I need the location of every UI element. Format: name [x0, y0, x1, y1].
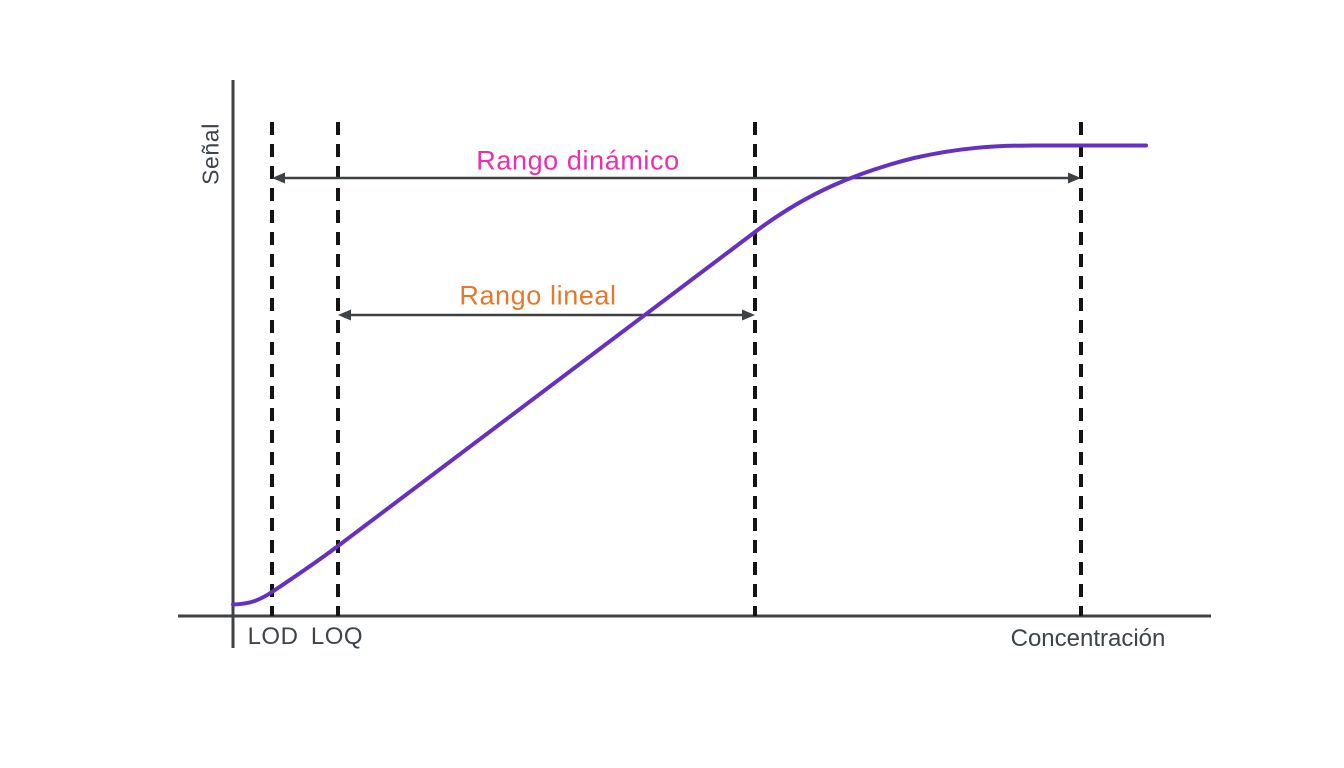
- loq-tick-label: LOQ: [310, 623, 364, 650]
- linear-range-label: Rango lineal: [459, 280, 617, 311]
- dynamic-range-arrowhead-right: [1068, 172, 1081, 184]
- dynamic-range-arrowhead-left: [272, 172, 285, 184]
- lod-tick-label: LOD: [247, 623, 299, 650]
- y-axis-label: Señal: [197, 123, 224, 185]
- linear-range-arrowhead-left: [338, 309, 351, 321]
- dynamic-range-label: Rango dinámico: [476, 145, 680, 176]
- x-axis-label: Concentración: [1010, 625, 1166, 652]
- linear-range-arrowhead-right: [742, 309, 755, 321]
- signal-response-curve: [231, 143, 1148, 607]
